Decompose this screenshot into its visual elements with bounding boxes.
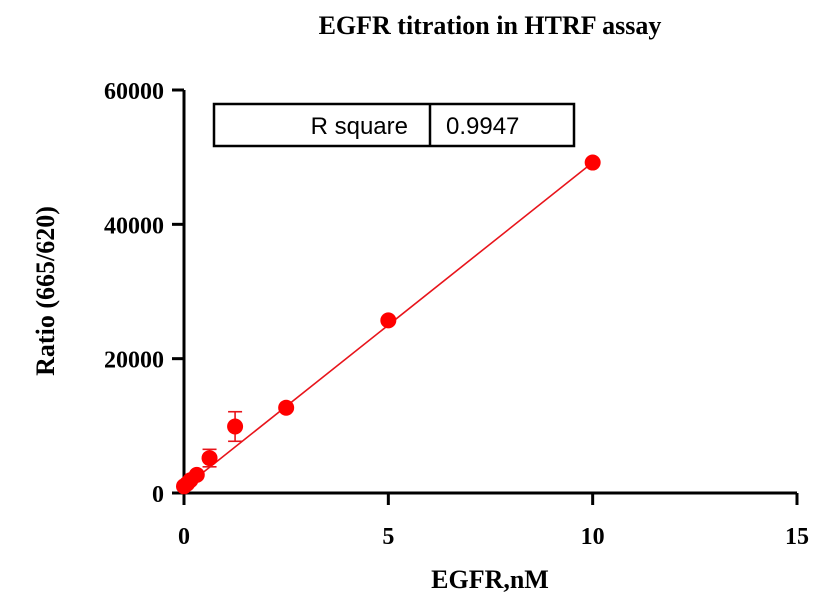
y-tick-label: 40000 — [104, 213, 164, 239]
chart-title: EGFR titration in HTRF assay — [319, 11, 662, 40]
stats-label-r-square: R square — [311, 113, 408, 140]
y-axis-title: Ratio (665/620) — [31, 206, 60, 376]
stats-table: R square 0.9947 — [212, 102, 576, 148]
data-point — [584, 154, 601, 171]
stats-value-r-square: 0.9947 — [446, 113, 519, 140]
x-tick-label: 15 — [785, 524, 809, 550]
x-tick-label: 10 — [581, 524, 605, 550]
data-point — [278, 399, 295, 416]
data-point — [201, 450, 218, 467]
y-tick-label: 60000 — [104, 79, 164, 105]
data-point — [227, 418, 244, 435]
x-axis-title: EGFR,nM — [431, 565, 549, 594]
axes — [182, 90, 797, 495]
data-points — [176, 154, 601, 495]
y-tick-label: 0 — [152, 482, 164, 508]
x-tick-label: 0 — [178, 524, 190, 550]
data-point — [380, 312, 397, 329]
stats-table-frame — [212, 102, 576, 148]
data-point — [188, 466, 205, 483]
x-tick-label: 5 — [382, 524, 394, 550]
ticks: 0 5 10 15 0 20000 40000 60000 — [104, 79, 809, 550]
y-tick-label: 20000 — [104, 348, 164, 374]
